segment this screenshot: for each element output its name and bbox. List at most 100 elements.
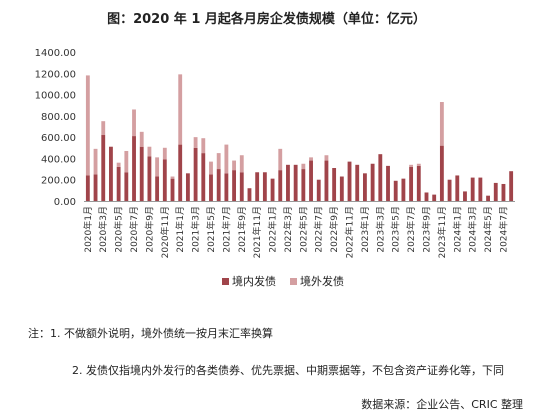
y-tick-label: 200.00 <box>41 176 76 187</box>
bar-domestic <box>109 146 113 201</box>
bar-domestic <box>185 173 190 201</box>
x-tick-label: 2022年9月 <box>328 206 340 253</box>
x-tick-label: 2021年11月 <box>251 206 263 258</box>
legend-label-domestic: 境内发债 <box>232 274 276 288</box>
bar-domestic <box>170 178 175 201</box>
x-tick-label: 2022年5月 <box>297 206 309 253</box>
bar-domestic <box>370 163 375 201</box>
bar-domestic <box>409 166 414 201</box>
x-tick-label: 2022年11月 <box>344 206 356 258</box>
legend: 境内发债 境外发债 <box>222 274 344 288</box>
bar-domestic <box>309 160 313 201</box>
y-tick-label: 1000.00 <box>35 91 76 102</box>
bar-domestic <box>386 165 390 201</box>
bar-domestic <box>324 160 329 201</box>
x-tick-label: 2023年1月 <box>359 206 371 253</box>
x-tick-label: 2023年5月 <box>390 206 402 253</box>
bar-overseas <box>439 102 444 146</box>
bar-overseas <box>239 155 244 173</box>
bar-domestic <box>147 156 152 201</box>
x-tick-label: 2024年1月 <box>451 206 463 253</box>
bar-domestic <box>162 159 167 201</box>
bar-domestic <box>439 145 444 201</box>
legend-swatch-domestic <box>222 278 229 285</box>
bar-overseas <box>193 137 198 148</box>
bar-domestic <box>270 178 275 201</box>
bar-overseas <box>278 148 283 171</box>
bar-domestic <box>132 136 136 201</box>
note-line-2: 2. 发债仅指境内外发行的各类债券、优先票据、中期票据等，不包含资产证券化等，下… <box>72 364 504 377</box>
x-tick-label: 2020年3月 <box>97 206 109 253</box>
bar-domestic <box>209 174 213 201</box>
bar-domestic <box>478 177 483 201</box>
bar-domestic <box>239 172 244 201</box>
y-tick-label: 800.00 <box>41 112 76 123</box>
bar-domestic <box>455 175 460 201</box>
bar-domestic <box>486 195 490 201</box>
bar-domestic <box>155 176 160 201</box>
x-tick-label: 2021年5月 <box>205 206 217 253</box>
bar-overseas <box>224 144 229 174</box>
bar-domestic <box>301 169 306 201</box>
bar-domestic <box>216 169 221 201</box>
bar-domestic <box>432 194 437 201</box>
x-tick-label: 2023年9月 <box>420 206 432 253</box>
x-tick-label: 2020年7月 <box>128 206 140 253</box>
note-line-1: 注：1. 不做额外说明，境外债统一按月末汇率换算 <box>28 327 273 340</box>
x-tick-label: 2022年7月 <box>313 206 325 253</box>
bar-domestic <box>139 146 144 201</box>
bar-domestic <box>463 191 467 201</box>
bar-domestic <box>493 182 498 201</box>
legend-swatch-overseas <box>290 278 297 285</box>
y-tick-label: 600.00 <box>41 133 76 144</box>
bar-domestic <box>247 188 252 201</box>
x-tick-label: 2021年7月 <box>220 206 232 253</box>
bar-domestic <box>424 192 429 201</box>
bar-domestic <box>262 172 267 201</box>
bar-overseas <box>209 161 213 175</box>
bar-overseas <box>124 150 129 173</box>
bar-domestic <box>332 168 337 201</box>
x-tick-label: 2021年9月 <box>236 206 248 253</box>
bar-overseas <box>139 131 144 147</box>
y-tick-label: 0.00 <box>54 197 76 208</box>
x-tick-label: 2020年5月 <box>113 206 125 253</box>
bar-domestic <box>509 171 514 201</box>
bar-domestic <box>85 175 90 201</box>
bar-domestic <box>501 183 506 201</box>
bar-domestic <box>286 164 290 201</box>
bar-domestic <box>101 135 106 201</box>
bar-overseas <box>170 176 175 179</box>
bar-overseas <box>155 157 160 177</box>
bar-overseas <box>409 164 414 167</box>
bar-overseas <box>416 163 421 166</box>
bar-domestic <box>193 147 198 201</box>
bar-domestic <box>178 144 183 201</box>
bar-domestic <box>362 173 367 201</box>
bar-domestic <box>201 153 206 201</box>
x-tick-label: 2024年5月 <box>482 206 494 253</box>
x-tick-label: 2020年1月 <box>82 206 94 253</box>
bar-overseas <box>162 147 167 160</box>
bar-domestic <box>124 172 129 201</box>
y-tick-label: 1400.00 <box>35 48 76 59</box>
x-tick-label: 2023年3月 <box>374 206 386 253</box>
bar-overseas <box>147 146 152 157</box>
x-tick-label: 2023年11月 <box>436 206 448 258</box>
bar-overseas <box>309 157 313 161</box>
bar-overseas <box>216 153 221 170</box>
bar-domestic <box>93 174 98 201</box>
data-source: 数据来源：企业公告、CRIC 整理 <box>361 398 523 411</box>
x-tick-label: 2020年9月 <box>143 206 155 253</box>
bar-overseas <box>324 155 329 161</box>
bars <box>85 74 514 201</box>
bar-overseas <box>301 163 306 170</box>
legend-label-overseas: 境外发债 <box>300 274 344 288</box>
bar-overseas <box>232 160 237 171</box>
bar-domestic <box>416 165 421 201</box>
bar-overseas <box>116 162 121 167</box>
bar-domestic <box>470 177 475 201</box>
bar-domestic <box>232 170 237 201</box>
y-axis: 0.00 200.00 400.00 600.00 800.00 1000.00 1200.… <box>35 48 76 208</box>
y-tick-label: 400.00 <box>41 154 76 165</box>
